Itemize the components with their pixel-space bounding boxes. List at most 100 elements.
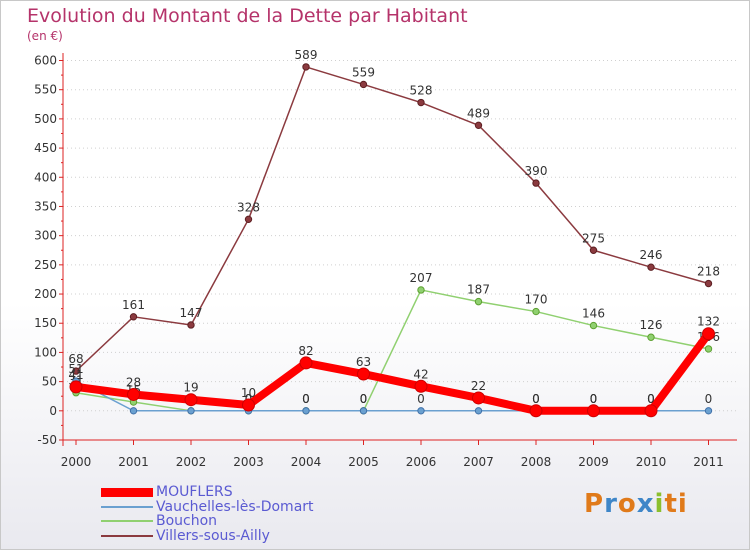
data-point-mouflers bbox=[184, 393, 198, 407]
data-point-bouchon bbox=[417, 286, 425, 294]
series-line-bouchon bbox=[75, 289, 710, 412]
legend-label-villers: Villers-sous-Ailly bbox=[156, 528, 270, 545]
data-label-villers-sous-ailly: 559 bbox=[352, 65, 375, 79]
data-point-villers-sous-ailly bbox=[244, 215, 253, 224]
data-label-bouchon: 0 bbox=[302, 392, 310, 406]
data-point-bouchon bbox=[704, 345, 713, 353]
data-point-villers-sous-ailly bbox=[129, 313, 138, 321]
y-tick-label-500: 500 bbox=[34, 112, 57, 126]
line-chart: -500501001502002503003504004505005506002… bbox=[34, 48, 737, 469]
y-tick-label-550: 550 bbox=[34, 83, 57, 97]
data-label-mouflers: 132 bbox=[697, 315, 720, 329]
data-label-mouflers: 22 bbox=[471, 379, 486, 393]
data-label-villers-sous-ailly: 147 bbox=[180, 306, 203, 320]
series-line-villers-sous-ailly bbox=[75, 66, 710, 372]
y-tick-label-0: 0 bbox=[49, 404, 57, 418]
data-label-vauchelles-l-s-domart: 0 bbox=[647, 392, 655, 406]
data-point-mouflers bbox=[472, 391, 485, 405]
data-label-vauchelles-l-s-domart: 0 bbox=[417, 392, 425, 406]
data-point-villers-sous-ailly bbox=[532, 179, 540, 187]
data-label-bouchon: 126 bbox=[640, 318, 663, 332]
data-point-villers-sous-ailly bbox=[72, 367, 80, 375]
data-point-mouflers bbox=[299, 356, 313, 370]
y-tick-label-450: 450 bbox=[34, 141, 57, 155]
data-label-bouchon: 0 bbox=[360, 392, 368, 406]
legend-swatch-vauchelles bbox=[101, 505, 153, 508]
data-point-villers-sous-ailly bbox=[187, 321, 195, 329]
data-label-bouchon: 146 bbox=[582, 307, 605, 321]
data-label-vauchelles-l-s-domart: 0 bbox=[532, 392, 540, 406]
data-point-villers-sous-ailly bbox=[589, 246, 598, 254]
legend-swatch-villers bbox=[101, 535, 153, 538]
data-point-villers-sous-ailly bbox=[647, 263, 655, 271]
data-label-mouflers: 41 bbox=[68, 368, 83, 382]
data-label-vauchelles-l-s-domart: 0 bbox=[302, 392, 310, 406]
data-point-bouchon bbox=[532, 307, 540, 316]
y-tick-label-400: 400 bbox=[34, 170, 57, 184]
y-tick-label-600: 600 bbox=[34, 54, 57, 68]
data-point-bouchon bbox=[647, 333, 655, 341]
data-point-mouflers bbox=[242, 398, 255, 412]
data-point-vauchelles-l-s-domart bbox=[474, 407, 483, 415]
x-tick-label-2007: 2007 bbox=[463, 455, 494, 469]
data-point-bouchon bbox=[589, 321, 598, 330]
legend-swatch-bouchon bbox=[101, 520, 153, 523]
x-tick-label-2011: 2011 bbox=[693, 455, 724, 469]
proxiti-logo: Proxiti bbox=[584, 489, 688, 519]
data-point-vauchelles-l-s-domart bbox=[704, 407, 713, 415]
data-label-bouchon: 187 bbox=[467, 283, 490, 297]
data-label-mouflers: 19 bbox=[183, 381, 198, 395]
data-point-mouflers bbox=[357, 367, 370, 381]
data-label-bouchon: 170 bbox=[525, 293, 548, 307]
data-point-villers-sous-ailly bbox=[302, 63, 310, 71]
data-point-villers-sous-ailly bbox=[704, 279, 713, 288]
data-label-villers-sous-ailly: 161 bbox=[122, 298, 145, 312]
data-point-mouflers bbox=[702, 327, 715, 341]
data-label-villers-sous-ailly: 328 bbox=[237, 200, 260, 214]
x-tick-label-2001: 2001 bbox=[118, 455, 149, 469]
data-label-villers-sous-ailly: 246 bbox=[640, 248, 663, 262]
data-point-bouchon bbox=[474, 297, 483, 306]
data-point-mouflers bbox=[644, 404, 658, 418]
data-label-vauchelles-l-s-domart: 0 bbox=[705, 392, 713, 406]
data-label-mouflers: 0 bbox=[532, 392, 540, 406]
legend-label-vauchelles: Vauchelles-lès-Domart bbox=[156, 498, 314, 515]
x-tick-label-2005: 2005 bbox=[348, 455, 379, 469]
data-label-villers-sous-ailly: 489 bbox=[467, 106, 490, 120]
data-point-villers-sous-ailly bbox=[417, 98, 425, 107]
y-tick-label-250: 250 bbox=[34, 258, 57, 272]
data-point-mouflers bbox=[529, 404, 543, 418]
x-tick-label-2004: 2004 bbox=[291, 455, 322, 469]
data-label-mouflers: 10 bbox=[241, 386, 256, 400]
data-point-mouflers bbox=[69, 380, 83, 394]
x-tick-label-2008: 2008 bbox=[521, 455, 552, 469]
data-label-vauchelles-l-s-domart: 0 bbox=[360, 392, 368, 406]
data-label-mouflers: 82 bbox=[298, 344, 313, 358]
data-label-villers-sous-ailly: 528 bbox=[410, 84, 433, 98]
data-point-vauchelles-l-s-domart bbox=[129, 407, 138, 415]
data-label-mouflers: 28 bbox=[126, 375, 141, 389]
data-label-villers-sous-ailly: 218 bbox=[697, 265, 720, 279]
data-label-vauchelles-l-s-domart: 51 bbox=[68, 362, 83, 376]
chart-subtitle: (en €) bbox=[27, 29, 63, 43]
data-label-villers-sous-ailly: 68 bbox=[68, 352, 83, 366]
y-tick-label-300: 300 bbox=[34, 229, 57, 243]
y-tick-label-100: 100 bbox=[34, 345, 57, 359]
x-tick-label-2006: 2006 bbox=[406, 455, 437, 469]
y-tick-label-350: 350 bbox=[34, 199, 57, 213]
x-tick-label-2000: 2000 bbox=[61, 455, 92, 469]
data-point-vauchelles-l-s-domart bbox=[302, 407, 310, 415]
data-label-mouflers: 63 bbox=[356, 355, 371, 369]
legend-swatch-mouflers bbox=[101, 488, 153, 497]
data-point-vauchelles-l-s-domart bbox=[187, 407, 195, 415]
data-label-villers-sous-ailly: 589 bbox=[295, 48, 318, 62]
chart-title: Evolution du Montant de la Dette par Hab… bbox=[27, 5, 468, 27]
x-tick-label-2003: 2003 bbox=[233, 455, 264, 469]
data-label-mouflers: 0 bbox=[647, 392, 655, 406]
data-label-mouflers: 42 bbox=[413, 367, 428, 381]
data-label-villers-sous-ailly: 275 bbox=[582, 231, 605, 245]
legend-label-bouchon: Bouchon bbox=[156, 513, 218, 530]
data-label-mouflers: 0 bbox=[590, 392, 598, 406]
data-point-vauchelles-l-s-domart bbox=[359, 407, 368, 415]
